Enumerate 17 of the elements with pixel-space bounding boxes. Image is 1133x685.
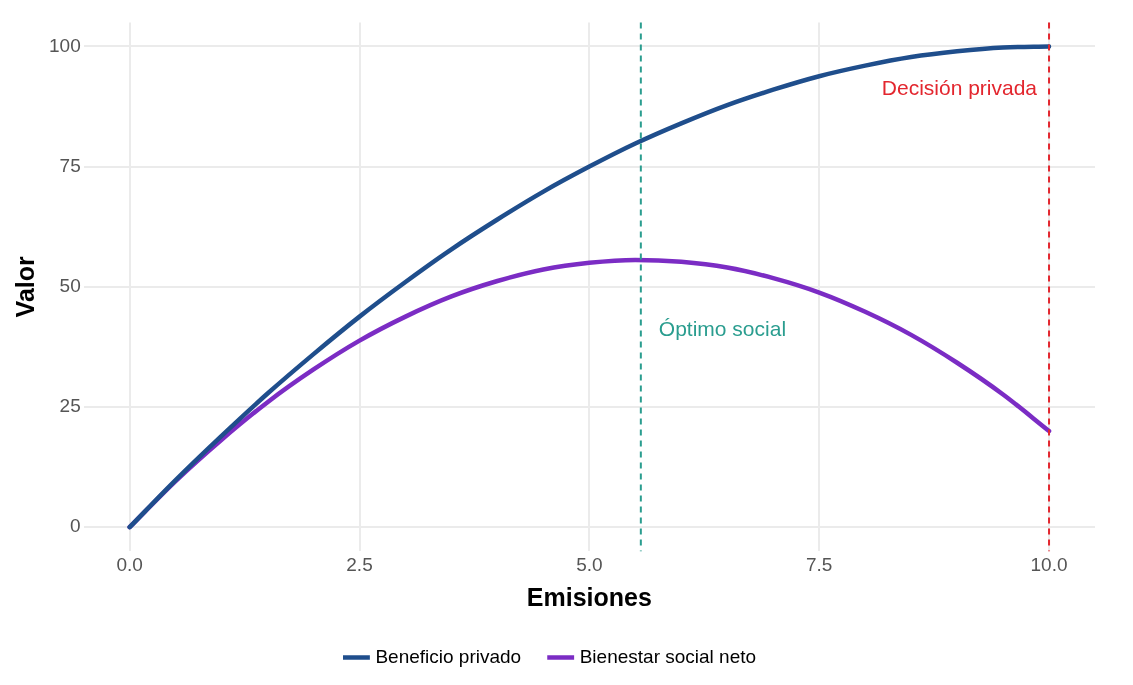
line-series — [127, 44, 1052, 530]
legend-label: Bienestar social neto — [579, 645, 757, 667]
y-tick-label: 0 — [70, 515, 81, 537]
x-tick-label: 0.0 — [116, 553, 143, 575]
y-tick-label: 75 — [59, 154, 81, 176]
x-tick-label: 10.0 — [1030, 553, 1068, 575]
x-axis-title: Emisiones — [526, 582, 652, 611]
y-tick-label: 100 — [49, 34, 81, 56]
legend-label: Beneficio privado — [375, 645, 522, 667]
y-tick-label: 50 — [59, 275, 81, 297]
y-tick-label: 25 — [59, 395, 81, 417]
annotation: Decisión privada — [881, 76, 1038, 100]
x-tick-label: 2.5 — [346, 553, 373, 575]
y-axis-title: Valor — [10, 255, 39, 318]
x-tick-label: 7.5 — [805, 553, 833, 575]
x-tick-label: 5.0 — [576, 553, 603, 575]
annotation: Óptimo social — [658, 316, 787, 340]
